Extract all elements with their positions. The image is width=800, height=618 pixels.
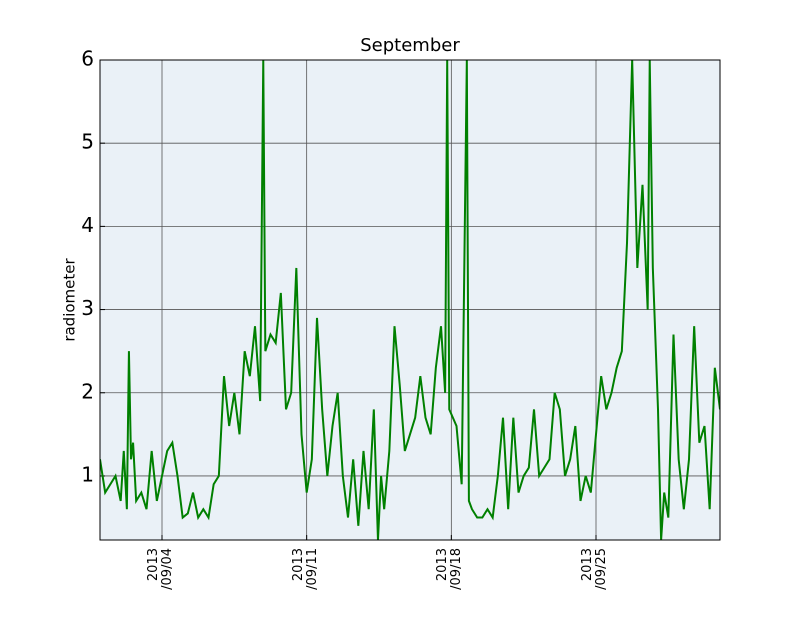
y-tick-label: 2	[81, 379, 94, 403]
y-tick-label: 4	[81, 213, 94, 237]
chart: September radiometer 1 2 3 4 5 6	[61, 35, 721, 541]
y-axis-label: radiometer	[61, 257, 79, 341]
x-tick-label: 2013 /09/25	[580, 548, 609, 590]
y-tick-label: 1	[81, 462, 94, 486]
line	[100, 60, 720, 540]
plot-frame	[99, 59, 721, 541]
y-tick-label: 6	[81, 47, 94, 71]
x-tick-label: 2013 /09/18	[435, 548, 465, 590]
x-tick-label: 2013 /09/11	[290, 548, 320, 590]
y-tick-label: 3	[81, 296, 94, 320]
y-tick-label: 5	[81, 130, 94, 154]
x-tick-label: 2013 /09/04	[146, 548, 175, 590]
chart-title: September	[360, 35, 460, 56]
plot-background	[100, 60, 720, 540]
